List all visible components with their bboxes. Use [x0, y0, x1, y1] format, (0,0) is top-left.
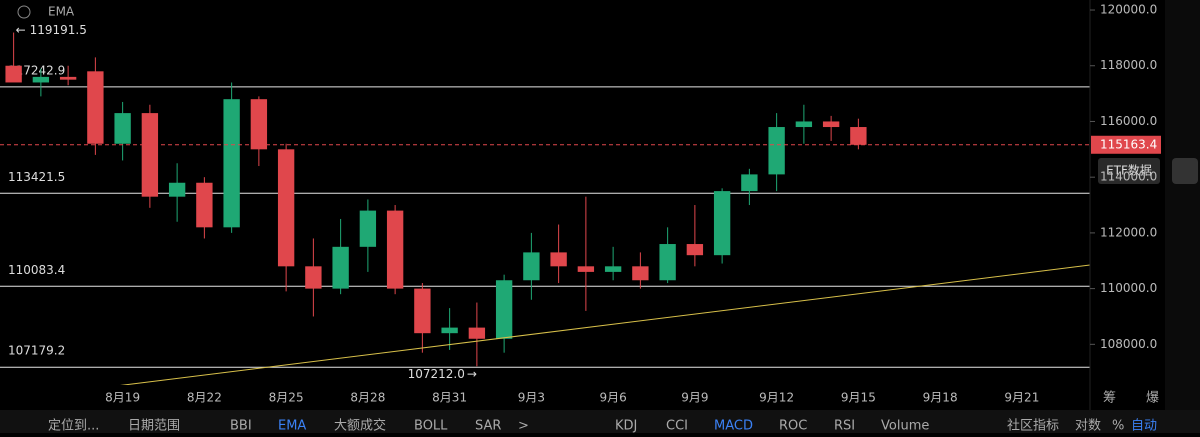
- x-tick-label: 9月21: [1004, 391, 1039, 405]
- x-tick-label: 9月6: [599, 391, 626, 405]
- min-label: 107212.0: [408, 367, 465, 381]
- y-tick-label: 116000.0: [1100, 114, 1157, 128]
- candle-body: [59, 76, 77, 80]
- max-label: 119191.5: [30, 23, 87, 37]
- candle-body: [277, 149, 295, 267]
- level-label: 113421.5: [8, 170, 65, 184]
- y-tick-label: 114000.0: [1100, 170, 1157, 184]
- x-tick-label: 9月15: [841, 391, 876, 405]
- x-tick-label: 8月19: [105, 391, 140, 405]
- y-tick-label: 108000.0: [1100, 337, 1157, 351]
- toolbar-item[interactable]: KDJ: [615, 419, 637, 434]
- level-label: 107179.2: [8, 344, 65, 358]
- toolbar-item[interactable]: MACD: [714, 419, 753, 434]
- y-tick-label: 112000.0: [1100, 225, 1157, 239]
- toolbar-item[interactable]: %: [1112, 419, 1124, 434]
- axis-button[interactable]: 爆: [1146, 391, 1159, 406]
- last-price-label: 115163.4: [1100, 137, 1157, 151]
- candle-body: [141, 113, 159, 197]
- candle-body: [32, 76, 50, 83]
- level-label: 110083.4: [8, 263, 65, 277]
- axis-button[interactable]: 筹: [1103, 390, 1116, 406]
- y-tick-label: 118000.0: [1100, 58, 1157, 72]
- x-tick-label: 9月12: [759, 391, 794, 405]
- candle-body: [686, 244, 704, 256]
- tooltip: ETF数据: [1106, 163, 1152, 178]
- axes: 108000.0 110000.0 112000.0 114000.0 116000.0…: [105, 3, 1161, 405]
- toolbar-item[interactable]: >: [518, 419, 529, 434]
- candle-body: [305, 266, 322, 289]
- candle-body: [414, 288, 431, 334]
- max-label-arrow: ←: [16, 23, 26, 37]
- candle-body: [468, 327, 486, 339]
- side-toolbar: [1165, 0, 1200, 410]
- candle-body: [386, 210, 404, 289]
- candle-body: [5, 65, 22, 83]
- toolbar-item[interactable]: 社区指标: [1007, 418, 1059, 434]
- candle-body: [659, 244, 676, 281]
- toolbar-items: 定位到... 日期范围 BBI EMA 大额成交 BOLL SAR > KDJ CCI MACD RO…: [48, 418, 1157, 434]
- candle-body: [741, 174, 758, 192]
- candle-body: [632, 266, 649, 281]
- x-tick-label: 8月31: [432, 391, 467, 405]
- candle-body: [196, 182, 213, 228]
- etf-button[interactable]: [1172, 158, 1198, 184]
- candle-body: [550, 252, 567, 267]
- toolbar-item[interactable]: ROC: [779, 419, 807, 434]
- y-tick-label: 110000.0: [1100, 281, 1157, 295]
- bottom-toolbar: [0, 410, 1200, 433]
- candle-body: [768, 127, 785, 175]
- candle-body: [713, 191, 731, 256]
- level-label: 117242.9: [8, 63, 65, 77]
- candle-body: [822, 121, 840, 128]
- x-tick-label: 8月28: [350, 391, 385, 405]
- candle-body: [223, 99, 240, 228]
- min-label-arrow: →: [467, 367, 477, 381]
- candle-body: [250, 99, 268, 150]
- x-tick-label: 9月18: [923, 391, 958, 405]
- x-tick-label: 8月25: [269, 391, 304, 405]
- indicator-label: EMA: [48, 5, 75, 19]
- toolbar-item[interactable]: 自动: [1131, 419, 1157, 434]
- toolbar-item[interactable]: SAR: [475, 419, 501, 434]
- toolbar-item[interactable]: EMA: [278, 419, 306, 434]
- candle-body: [523, 252, 540, 281]
- toolbar-item[interactable]: 定位到...: [48, 419, 99, 434]
- candle-body: [114, 113, 131, 144]
- last-price-tag: [1091, 135, 1161, 154]
- candle-body: [850, 127, 867, 145]
- candle-body: [359, 210, 377, 247]
- toolbar-item[interactable]: 大额成交: [334, 418, 386, 434]
- collapse-icon[interactable]: [17, 5, 31, 19]
- x-tick-label: 9月9: [681, 391, 708, 405]
- toolbar-item[interactable]: BBI: [230, 419, 252, 434]
- toolbar-item[interactable]: 日期范围: [128, 419, 180, 434]
- candle-body: [795, 121, 813, 128]
- candle-body: [441, 327, 458, 334]
- toolbar-item[interactable]: Volume: [881, 419, 929, 434]
- tooltip-box: [1098, 158, 1160, 184]
- candle-body: [495, 280, 513, 339]
- toolbar-item[interactable]: RSI: [834, 419, 855, 434]
- toolbar-item[interactable]: 对数: [1075, 419, 1101, 434]
- x-tick-label: 9月3: [518, 391, 545, 405]
- candle-body: [332, 246, 349, 289]
- candle-body: [604, 266, 622, 272]
- y-tick-label: 120000.0: [1100, 3, 1157, 17]
- x-tick-label: 8月22: [187, 391, 222, 405]
- toolbar-item[interactable]: CCI: [666, 419, 688, 434]
- candle-body: [577, 266, 595, 272]
- plot-area: 117242.9 113421.5 110083.4 107179.2 ← 119191.…: [0, 23, 1090, 381]
- candle-body: [168, 182, 186, 197]
- toolbar-item[interactable]: BOLL: [414, 419, 448, 434]
- candle-body: [87, 71, 104, 144]
- trend-line: [120, 264, 1090, 385]
